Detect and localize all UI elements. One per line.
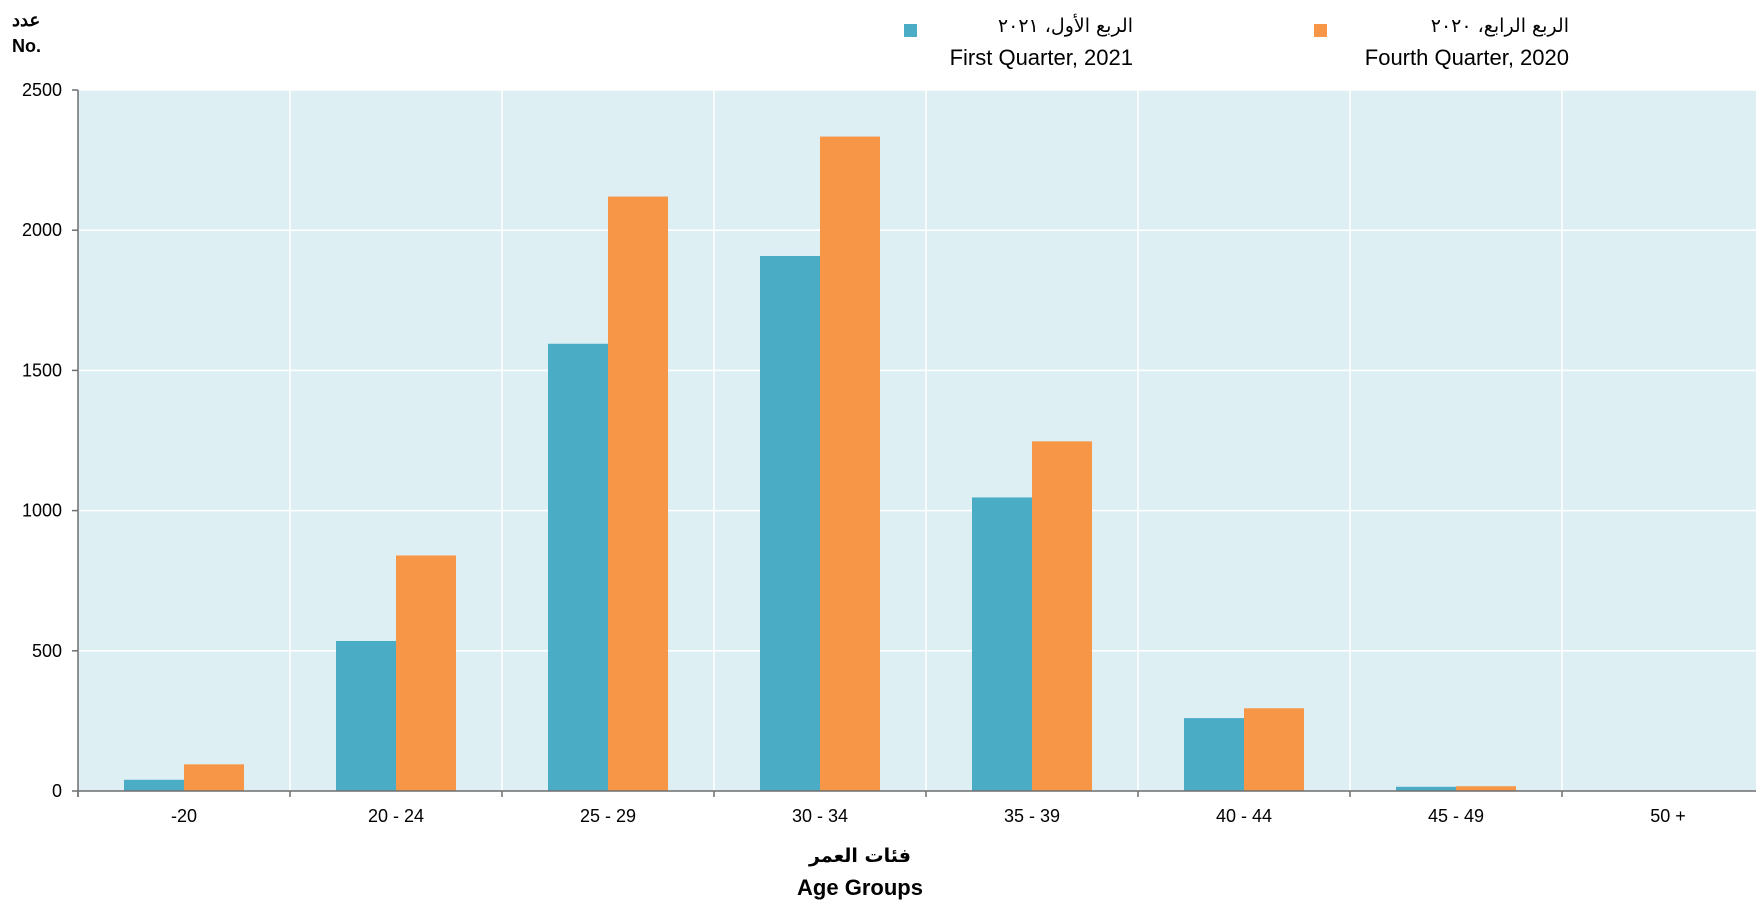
- plot-area: [78, 90, 1756, 791]
- y-tick-label: 1500: [22, 360, 62, 380]
- legend-item-q1-2021: الربع الأول، ٢٠٢١ First Quarter, 2021: [950, 10, 1133, 74]
- x-tick-label: 45 - 49: [1428, 806, 1484, 826]
- y-unit-en: No.: [12, 36, 41, 56]
- bar-q4-2020: [820, 136, 880, 792]
- bar-q4-2020: [608, 196, 668, 791]
- legend-swatch-q4-2020: [1314, 24, 1327, 37]
- x-tick-label: 25 - 29: [580, 806, 636, 826]
- y-unit-ar: عدد: [12, 10, 41, 30]
- legend-item-q4-2020: الربع الرابع، ٢٠٢٠ Fourth Quarter, 2020: [1365, 10, 1569, 74]
- y-tick-label: 0: [52, 781, 62, 801]
- legend-swatch-q1-2021: [904, 24, 917, 37]
- bar-q1-2021: [972, 497, 1032, 791]
- bar-q1-2021: [124, 779, 184, 791]
- y-tick-label: 500: [32, 641, 62, 661]
- bar-q4-2020: [1456, 786, 1516, 791]
- x-tick-label: 40 - 44: [1216, 806, 1272, 826]
- legend-label-q4-2020-ar: الربع الرابع، ٢٠٢٠: [1430, 15, 1569, 37]
- legend-label-q4-2020-en: Fourth Quarter, 2020: [1364, 45, 1569, 70]
- bar-q1-2021: [1396, 786, 1456, 791]
- x-tick-label: -20: [171, 806, 197, 826]
- y-tick-label: 1000: [22, 501, 62, 521]
- x-tick-label: 50 +: [1650, 806, 1686, 826]
- x-axis-title-en: Age Groups: [797, 875, 923, 900]
- bar-q1-2021: [336, 640, 396, 791]
- x-axis-title-ar: فئات العمر: [809, 845, 911, 867]
- x-tick-label: 20 - 24: [368, 806, 424, 826]
- legend-label-q1-2021-en: First Quarter, 2021: [949, 45, 1133, 70]
- bar-q1-2021: [548, 343, 608, 791]
- bar-q1-2021: [1184, 718, 1244, 791]
- x-tick-label: 30 - 34: [792, 806, 848, 826]
- bar-q1-2021: [760, 255, 820, 791]
- bar-q4-2020: [184, 764, 244, 791]
- bar-q4-2020: [1244, 708, 1304, 791]
- y-tick-label: 2500: [22, 80, 62, 100]
- legend-label-q1-2021-ar: الربع الأول، ٢٠٢١: [997, 15, 1133, 37]
- y-tick-label: 2000: [22, 220, 62, 240]
- bar-q4-2020: [1032, 441, 1092, 791]
- bar-q4-2020: [396, 555, 456, 791]
- x-tick-label: 35 - 39: [1004, 806, 1060, 826]
